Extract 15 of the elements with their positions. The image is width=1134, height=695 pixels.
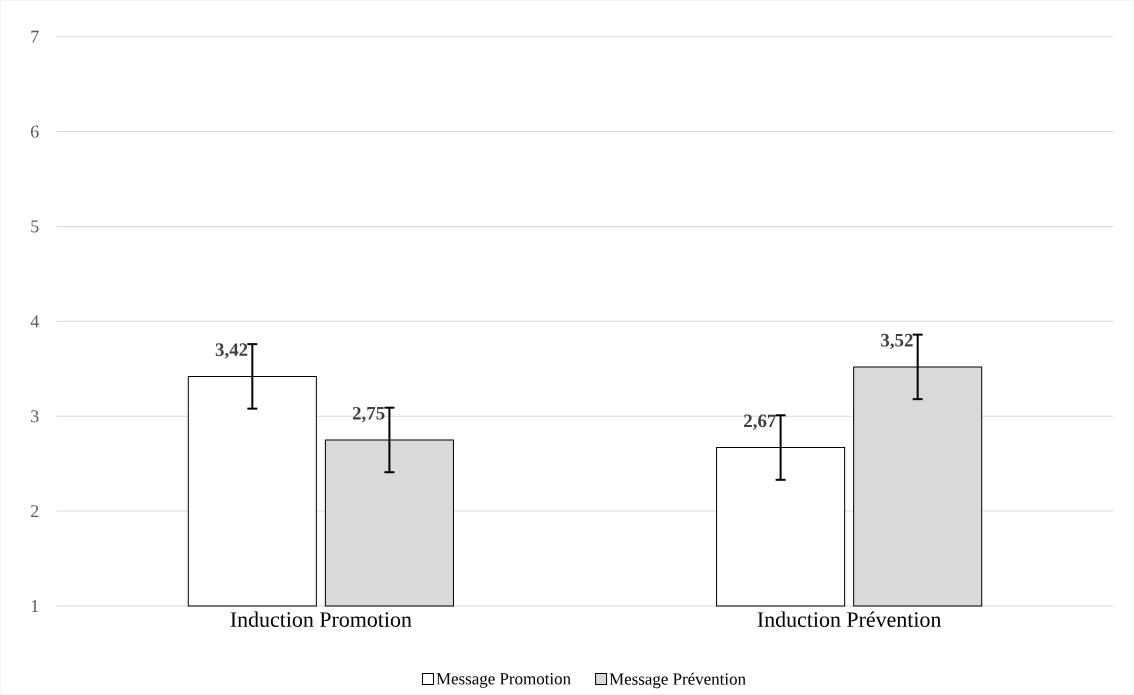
y-tick-label: 6 (31, 125, 39, 138)
y-tick-label: 4 (30, 315, 39, 328)
legend-label: Message Prévention (609, 672, 746, 689)
data-label: 2,67 (744, 414, 776, 431)
x-tick-label: Induction Prévention (757, 611, 942, 628)
data-label: 2,75 (352, 407, 385, 423)
y-tick-label: 5 (31, 220, 39, 233)
legend-label: Message Promotion (436, 673, 571, 689)
data-label: 3,42 (215, 343, 248, 359)
x-tick-label: Induction Promotion (230, 611, 412, 628)
data-label: 3,52 (881, 333, 913, 350)
y-tick-label: 2 (31, 505, 39, 518)
y-tick-label: 3 (31, 410, 39, 423)
y-tick-label: 1 (31, 600, 39, 613)
y-tick-label: 7 (31, 30, 39, 43)
